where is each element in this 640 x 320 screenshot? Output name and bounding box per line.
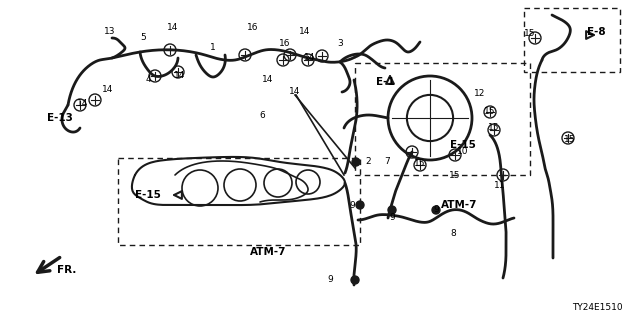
Bar (355, 63, 530, 175)
Text: 8: 8 (450, 228, 456, 237)
Text: 14: 14 (304, 53, 316, 62)
Text: E-8: E-8 (587, 27, 605, 37)
Text: 16: 16 (279, 38, 291, 47)
Text: 14: 14 (289, 87, 301, 97)
Bar (118, 158, 360, 245)
Text: 15: 15 (449, 171, 461, 180)
Text: 10: 10 (457, 148, 468, 156)
Bar (524, 8, 620, 72)
Text: 14: 14 (167, 23, 179, 33)
Text: 14: 14 (300, 28, 310, 36)
Text: TY24E1510: TY24E1510 (572, 303, 622, 313)
Text: 9: 9 (389, 213, 395, 222)
Text: 6: 6 (259, 110, 265, 119)
Circle shape (432, 206, 440, 214)
Text: 4: 4 (145, 76, 151, 84)
Text: 2: 2 (365, 157, 371, 166)
Text: 14: 14 (262, 76, 274, 84)
Circle shape (351, 276, 359, 284)
Text: E-13: E-13 (47, 113, 73, 123)
Text: ATM-7: ATM-7 (441, 200, 477, 210)
Text: ATM-7: ATM-7 (250, 247, 286, 257)
Text: 15: 15 (488, 123, 500, 132)
Text: E-15: E-15 (450, 140, 476, 150)
Circle shape (388, 206, 396, 214)
Text: 5: 5 (140, 33, 146, 42)
Text: 12: 12 (474, 89, 486, 98)
Circle shape (356, 201, 364, 209)
Text: 9: 9 (327, 276, 333, 284)
Text: 9: 9 (349, 201, 355, 210)
Text: 15: 15 (524, 28, 536, 37)
Text: 15: 15 (414, 158, 426, 167)
Text: 14: 14 (102, 85, 114, 94)
Text: 13: 13 (104, 28, 116, 36)
Text: 14: 14 (77, 99, 89, 108)
Text: 11: 11 (494, 180, 506, 189)
Text: 1: 1 (210, 44, 216, 52)
Circle shape (352, 158, 360, 166)
Text: E-1: E-1 (376, 77, 394, 87)
Text: 7: 7 (384, 157, 390, 166)
Text: 15: 15 (484, 108, 496, 116)
Text: 9: 9 (433, 205, 439, 214)
Text: 3: 3 (337, 38, 343, 47)
Text: E-15: E-15 (135, 190, 161, 200)
Text: 15: 15 (564, 135, 576, 145)
Text: FR.: FR. (58, 265, 77, 275)
Text: 14: 14 (174, 70, 186, 79)
Text: 16: 16 (247, 23, 259, 33)
